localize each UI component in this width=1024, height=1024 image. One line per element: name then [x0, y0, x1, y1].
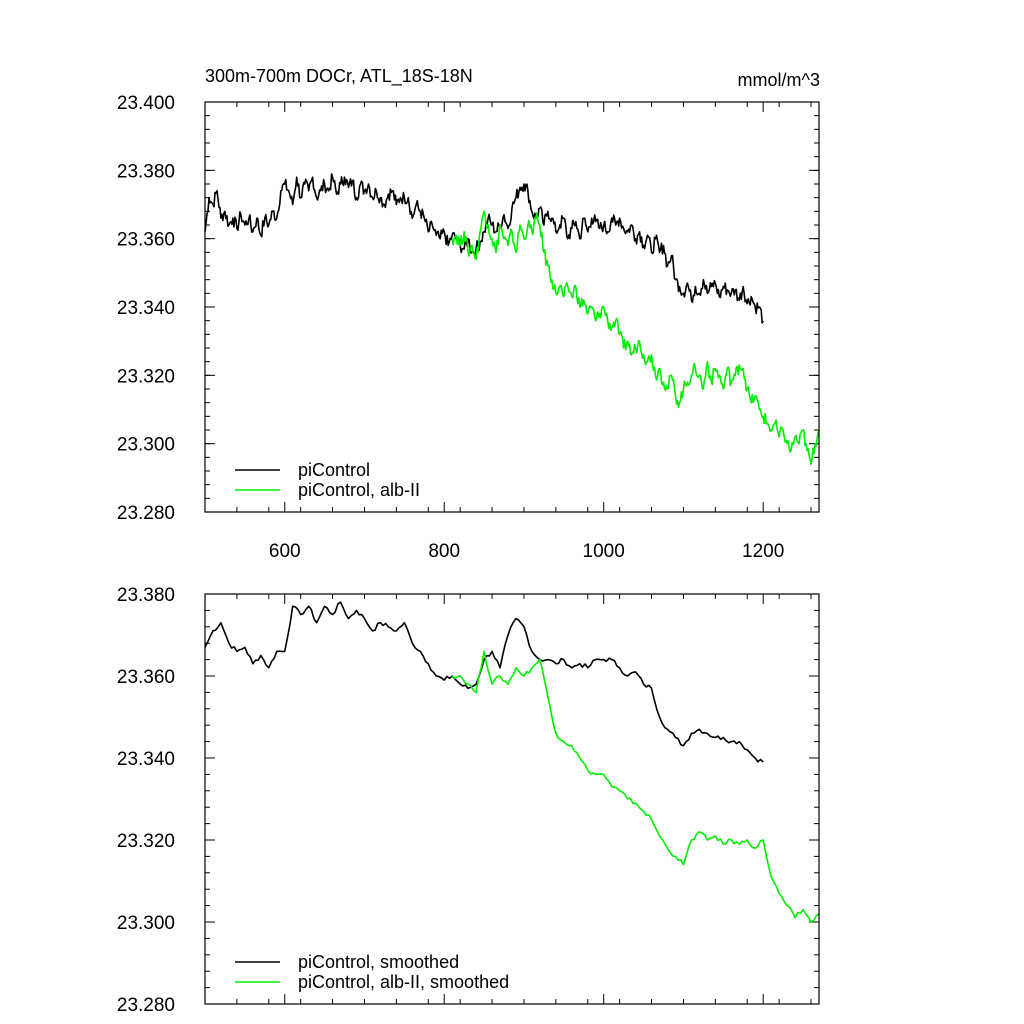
y-tick-label: 23.300 [117, 435, 175, 456]
y-tick-label: 23.320 [117, 366, 175, 387]
series-line-bottom-picontrol-alb-ii [451, 650, 820, 923]
legend-label-picontrol-smoothed: piControl, smoothed [298, 952, 459, 972]
y-tick-label: 23.380 [117, 161, 175, 182]
y-tick-label: 23.400 [117, 93, 175, 114]
bottom-plot-lines [204, 601, 820, 923]
y-tick-label: 23.340 [117, 749, 175, 770]
top-panel: 300m-700m DOCr, ATL_18S-18N mmol/m^3 23.… [117, 66, 820, 562]
series-line-top-picontrol-alb-ii [451, 210, 820, 465]
legend-label-picontrol-alb-ii: piControl, alb-II [298, 480, 420, 500]
chart-title: 300m-700m DOCr, ATL_18S-18N [205, 66, 473, 87]
y-tick-label: 23.340 [117, 298, 175, 319]
x-tick-label: 800 [428, 541, 460, 562]
y-tick-label: 23.360 [117, 667, 175, 688]
top-legend: piControl piControl, alb-II [235, 460, 420, 500]
series-line-top-picontrol [204, 173, 764, 324]
x-tick-label: 1200 [742, 541, 784, 562]
bottom-panel: 23.280 23.300 23.320 23.340 23.360 23.380 piC… [117, 585, 820, 1016]
x-tick-label: 1000 [583, 541, 625, 562]
bottom-plot-frame [204, 593, 820, 1005]
units-label: mmol/m^3 [738, 70, 820, 90]
y-tick-label: 23.320 [117, 831, 175, 852]
top-plot-frame [204, 101, 820, 513]
y-tick-label: 23.280 [117, 503, 175, 524]
bottom-legend: piControl, smoothed piControl, alb-II, s… [235, 952, 509, 992]
top-plot-lines [204, 173, 820, 465]
top-axis-ticks: 23.280 23.300 23.320 23.340 23.360 23.380 23.4… [117, 93, 819, 562]
y-tick-label: 23.300 [117, 913, 175, 934]
y-tick-label: 23.360 [117, 230, 175, 251]
y-tick-label: 23.380 [117, 585, 175, 606]
x-tick-label: 600 [269, 541, 301, 562]
bottom-axis-ticks: 23.280 23.300 23.320 23.340 23.360 23.380 [117, 585, 819, 1016]
series-line-bottom-picontrol [204, 601, 764, 763]
legend-label-picontrol: piControl [298, 460, 370, 480]
y-tick-label: 23.280 [117, 995, 175, 1016]
legend-label-picontrol-alb-ii-smoothed: piControl, alb-II, smoothed [298, 972, 509, 992]
